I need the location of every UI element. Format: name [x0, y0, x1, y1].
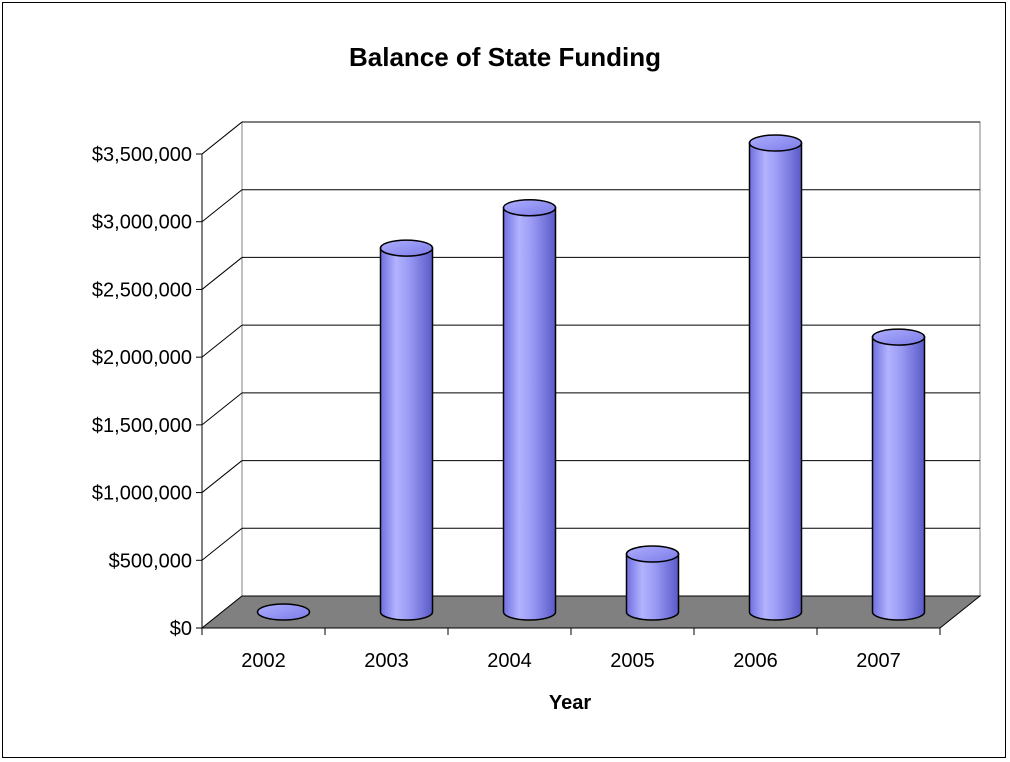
y-tick-label: $500,000: [109, 550, 192, 572]
x-axis: 2002 2003 2004 2005 2006 2007: [201, 627, 941, 672]
gridline-side: [201, 527, 243, 561]
y-tick-label: $3,000,000: [92, 212, 192, 234]
y-tick-label: $0: [170, 618, 192, 640]
y-tick-label: $2,000,000: [92, 347, 192, 369]
bar-top: [256, 603, 311, 621]
bar: [748, 134, 803, 621]
bar: [502, 198, 557, 621]
x-tick-label: 2003: [364, 650, 409, 672]
y-axis: $0 $500,000 $1,000,000 $1,500,000 $2,000,000…: [92, 144, 203, 640]
bar-body: [748, 142, 803, 621]
y-tick-label: $1,500,000: [92, 415, 192, 437]
gridline-side: [201, 189, 243, 223]
bar-body: [379, 247, 434, 621]
x-tick-label: 2006: [733, 650, 778, 672]
x-axis-label: Year: [549, 692, 591, 714]
x-tick-label: 2007: [856, 650, 901, 672]
x-tick-label: 2004: [487, 650, 532, 672]
gridline-side: [201, 392, 243, 426]
bar: [625, 545, 680, 621]
y-tick-label: $3,500,000: [92, 144, 192, 166]
bar: [871, 328, 926, 621]
gridline-side: [201, 460, 243, 493]
floor: [200, 595, 982, 629]
bar-top: [625, 545, 680, 563]
bars: [256, 134, 926, 621]
gridline-side: [201, 324, 243, 358]
bar-body: [625, 553, 680, 621]
x-tick-label: 2002: [241, 650, 286, 672]
bar: [256, 603, 311, 621]
y-tick-label: $2,500,000: [92, 279, 192, 301]
gridline-side: [201, 121, 243, 155]
back-wall: [241, 121, 981, 597]
chart-title: Balance of State Funding: [348, 42, 662, 72]
gridline-side: [201, 257, 243, 290]
bar-top: [379, 239, 434, 257]
y-tick-label: $1,000,000: [92, 483, 192, 505]
bar-body: [871, 336, 926, 621]
plot-walls: [200, 120, 982, 630]
gridlines: [201, 121, 980, 561]
bar-body: [502, 206, 557, 621]
bar: [379, 239, 434, 621]
bar-top: [748, 134, 803, 152]
bar-top: [502, 198, 557, 217]
side-wall: [201, 120, 243, 630]
bar-top: [871, 328, 926, 346]
x-tick-label: 2005: [610, 650, 655, 672]
